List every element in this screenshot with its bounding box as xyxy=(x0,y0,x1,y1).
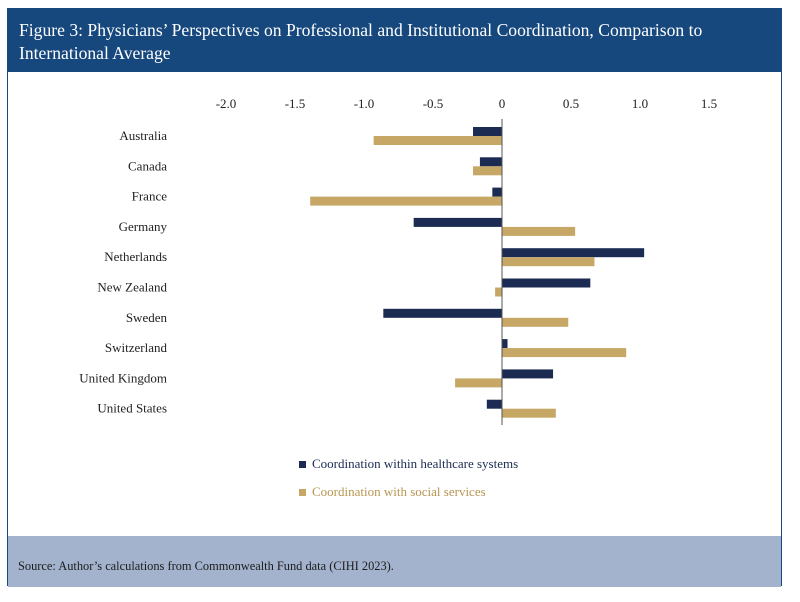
legend-swatch xyxy=(299,461,306,468)
bar-social xyxy=(502,348,627,358)
category-label: Netherlands xyxy=(104,249,167,264)
bar-social xyxy=(455,378,502,388)
x-tick-label: 1.5 xyxy=(701,96,717,111)
x-tick-label: -1.0 xyxy=(354,96,375,111)
category-label: Sweden xyxy=(126,310,168,325)
category-label: Germany xyxy=(119,219,168,234)
bar-chart: -2.0 -1.5 -1.0 -0.5 0 0.5 1.0 1.5 Australia Canad… xyxy=(79,96,717,499)
figure-title: Figure 3: Physicians’ Perspectives on Pr… xyxy=(19,20,703,63)
x-tick-label: 0 xyxy=(499,96,506,111)
source-note: Source: Author’s calculations from Commo… xyxy=(18,559,394,573)
bar-social xyxy=(310,196,502,206)
category-label: Switzerland xyxy=(105,340,168,355)
category-label: United Kingdom xyxy=(79,370,167,385)
category-label: United States xyxy=(97,401,167,416)
x-tick-label: -1.5 xyxy=(285,96,306,111)
bar-social xyxy=(495,287,502,297)
bar-healthcare xyxy=(383,308,502,318)
bar-social xyxy=(473,166,502,176)
bar-social xyxy=(502,226,576,236)
figure-frame: Figure 3: Physicians’ Perspectives on Pr… xyxy=(7,8,782,587)
category-label: Canada xyxy=(128,158,167,173)
x-tick-label: 0.5 xyxy=(563,96,579,111)
bar-social xyxy=(373,136,502,145)
legend-label: Coordination with social services xyxy=(312,484,486,499)
source-footer: Source: Author’s calculations from Commo… xyxy=(8,536,781,587)
bar-healthcare xyxy=(473,127,502,136)
bar-healthcare xyxy=(492,187,502,197)
bar-healthcare xyxy=(479,157,502,167)
bar-healthcare xyxy=(486,399,502,409)
bar-healthcare xyxy=(413,217,502,227)
bar-social xyxy=(502,317,569,327)
bar-healthcare xyxy=(502,339,508,349)
category-label: France xyxy=(132,189,168,204)
x-tick-label: 1.0 xyxy=(632,96,648,111)
bar-healthcare xyxy=(502,369,554,379)
legend-label: Coordination within healthcare systems xyxy=(312,456,518,471)
bar-healthcare xyxy=(502,278,591,288)
x-tick-label: -0.5 xyxy=(423,96,444,111)
figure-header: Figure 3: Physicians’ Perspectives on Pr… xyxy=(8,9,781,72)
bar-social xyxy=(502,408,556,418)
bar-healthcare xyxy=(502,248,645,258)
category-label: New Zealand xyxy=(97,280,167,295)
bar-social xyxy=(502,257,595,267)
legend-swatch xyxy=(299,489,306,496)
x-tick-label: -2.0 xyxy=(216,96,237,111)
category-label: Australia xyxy=(119,128,167,143)
